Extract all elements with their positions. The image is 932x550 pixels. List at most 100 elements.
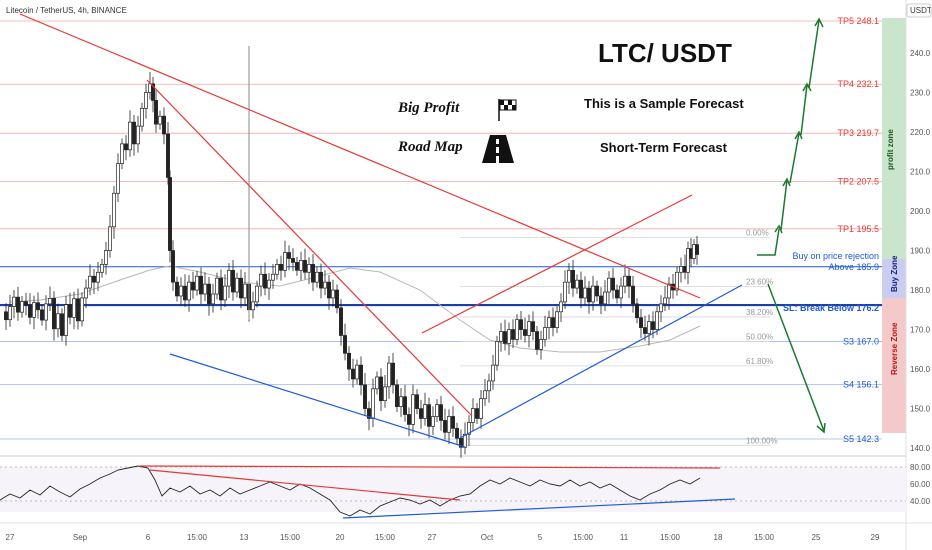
- candle-body: [399, 396, 403, 407]
- candle-body: [168, 177, 172, 251]
- price-tick-label: 170.0: [910, 326, 931, 335]
- candle-body: [635, 303, 639, 319]
- time-axis: 27 Sep 6 15:00 13 15:00 20 15:00 27 Oct 5 15:00 11 15…: [6, 533, 880, 542]
- candle-body: [615, 289, 619, 299]
- candle-body: [575, 279, 579, 289]
- candle-body: [379, 376, 383, 402]
- candle-body: [451, 416, 455, 429]
- fib-level-label: 61.80%: [746, 357, 773, 366]
- candle-body: [686, 248, 690, 273]
- road-map-label: Road Map: [397, 139, 463, 155]
- currency-button[interactable]: [906, 3, 932, 18]
- candle-body: [447, 416, 451, 433]
- time-tick-label: 27: [428, 533, 437, 542]
- reverse-zone-band: [882, 298, 906, 433]
- time-tick-label: 18: [714, 533, 723, 542]
- price-tick-label: 180.0: [910, 286, 931, 295]
- candle-body: [571, 269, 575, 289]
- candle-body: [591, 285, 595, 303]
- fib-level-label: 38.20%: [746, 308, 773, 317]
- candle-body: [619, 285, 623, 299]
- symbol-header: Litecoin / TetherUS, 4h, BINANCE: [6, 6, 127, 15]
- candle-body: [68, 304, 72, 318]
- candle-body: [667, 283, 671, 299]
- candle-body: [563, 281, 567, 303]
- candle-body: [355, 364, 359, 380]
- candle-body: [335, 289, 339, 309]
- candle-body: [219, 277, 223, 301]
- candle-body: [383, 386, 387, 402]
- candle-body: [295, 262, 299, 271]
- sample-forecast-label: This is a Sample Forecast: [584, 96, 744, 111]
- candle-body: [171, 250, 175, 283]
- reverse-arrow: [767, 283, 825, 432]
- candle-body: [351, 368, 355, 380]
- candle-body: [407, 414, 411, 425]
- candle-body: [651, 321, 655, 330]
- rsi-resistance-line: [139, 465, 721, 469]
- candle-body: [403, 396, 407, 415]
- target-level-label: TP3 219.7: [837, 128, 879, 138]
- candle-body: [243, 283, 247, 299]
- forecast-arrow-3-head: [794, 130, 803, 140]
- candle-body: [347, 352, 351, 370]
- time-tick-label: 15:00: [375, 533, 396, 542]
- candle-body: [255, 285, 259, 303]
- candle-body: [323, 281, 327, 289]
- candle-body: [587, 287, 591, 303]
- candle-body: [643, 327, 647, 334]
- candle-body: [511, 329, 515, 340]
- candle-body: [647, 321, 651, 334]
- rsi-falling-line: [149, 469, 461, 501]
- target-level-label: TP5 248.1: [837, 16, 879, 26]
- price-axis-ticks: 140.0 150.0 160.0 170.0 180.0 190.0 200.0 210.0…: [910, 49, 931, 453]
- candle-body: [439, 404, 443, 421]
- candle-body: [154, 100, 158, 125]
- candle-body: [72, 298, 76, 318]
- candle-body: [607, 277, 611, 293]
- candle-body: [52, 297, 56, 330]
- candle-body: [539, 339, 543, 350]
- candle-body: [116, 163, 120, 194]
- candle-body: [287, 252, 291, 259]
- fib-level-label: 0.00%: [746, 229, 769, 238]
- rsi-tick-label: 60.00: [910, 480, 931, 489]
- candle-body: [267, 279, 271, 289]
- support-level-label: S4 156.1: [843, 379, 879, 389]
- candle-body: [543, 327, 547, 340]
- candle-body: [507, 329, 511, 344]
- candle-body: [24, 301, 28, 306]
- candle-body: [363, 384, 367, 409]
- rsi-band: [0, 467, 906, 512]
- candle-body: [435, 404, 439, 417]
- candle-body: [132, 121, 136, 145]
- candle-body: [663, 297, 667, 305]
- buy-rejection-label: Buy on price rejection: [792, 251, 879, 261]
- candle-body: [12, 296, 16, 307]
- candle-body: [603, 291, 607, 305]
- channel-upper-line: [421, 194, 693, 334]
- candle-body: [375, 376, 379, 390]
- price-tick-label: 240.0: [910, 49, 931, 58]
- time-tick-label: 5: [538, 533, 543, 542]
- candle-body: [551, 317, 555, 328]
- candle-body: [207, 283, 211, 305]
- candle-body: [559, 301, 563, 313]
- candle-body: [187, 281, 191, 301]
- candle-body: [271, 273, 275, 281]
- candle-body: [595, 285, 599, 297]
- candle-body: [387, 362, 391, 388]
- candle-body: [499, 331, 503, 342]
- candle-body: [631, 285, 635, 305]
- candle-body: [639, 317, 643, 328]
- candle-body: [679, 265, 683, 273]
- candle-body: [179, 285, 183, 297]
- candle-body: [76, 298, 80, 322]
- candle-body: [8, 306, 12, 321]
- candle-body: [695, 244, 699, 255]
- rsi-tick-label: 80.00: [910, 463, 931, 472]
- candle-body: [44, 303, 48, 321]
- target-level-label: TP2 207.5: [837, 176, 879, 186]
- rsi-line: [0, 465, 701, 517]
